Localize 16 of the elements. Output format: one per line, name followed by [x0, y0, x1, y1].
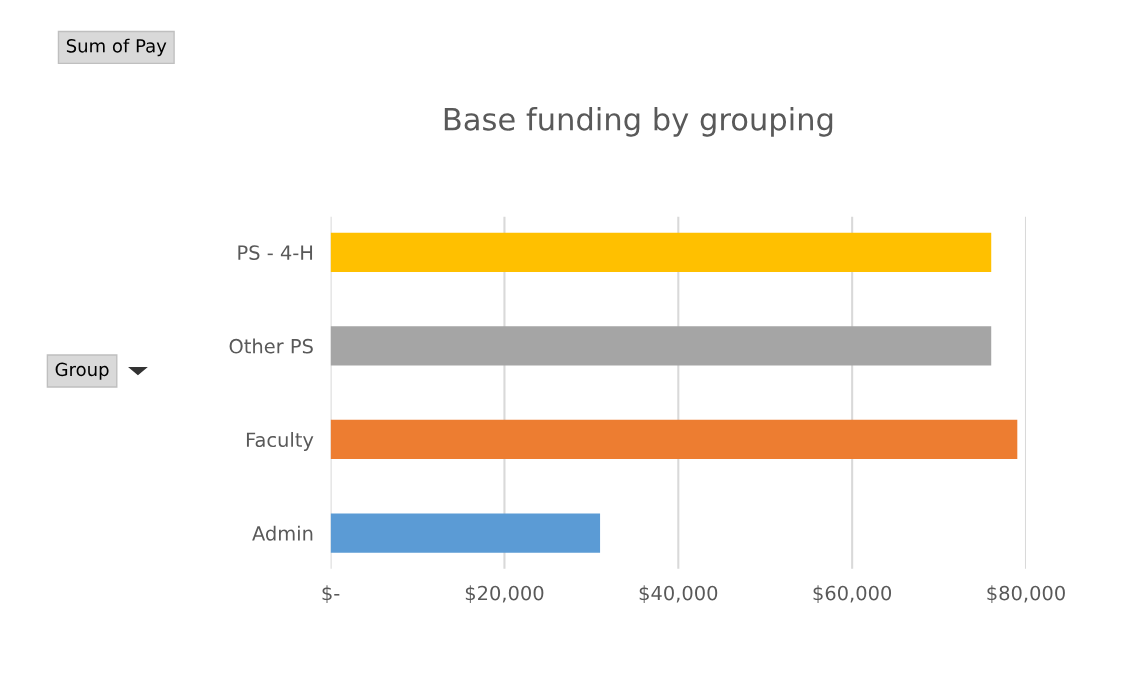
y-tick-label: Faculty: [246, 432, 314, 451]
text: Sum of Pay: [66, 38, 167, 57]
bar: [330, 419, 1018, 460]
bar: [330, 326, 992, 366]
x-tick-label: $60,000: [813, 585, 892, 603]
bar: [330, 232, 992, 272]
y-tick-label: Admin: [252, 525, 313, 541]
x-tick-label: $20,000: [465, 585, 544, 603]
x-tick-label: $80,000: [987, 585, 1065, 603]
bar: [330, 513, 601, 553]
chart-title: Base funding by grouping: [444, 107, 833, 137]
y-tick-label: Other PS: [229, 338, 313, 354]
text: Group: [55, 362, 109, 380]
x-tick-label: $-: [322, 585, 340, 603]
x-tick-label: $40,000: [639, 585, 718, 603]
y-tick-label: PS - 4-H: [238, 245, 313, 260]
